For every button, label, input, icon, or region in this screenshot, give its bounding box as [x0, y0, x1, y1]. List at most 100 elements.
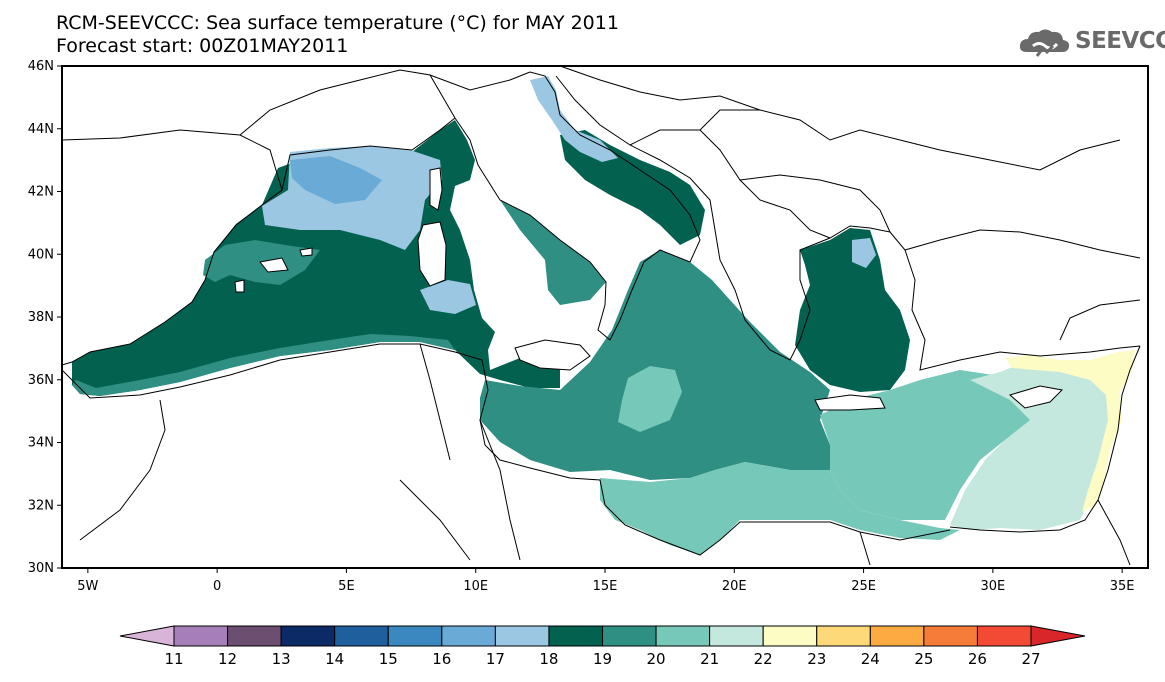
corsica: [429, 167, 443, 211]
colorbar-label: 26: [968, 650, 987, 668]
cloud-icon: [1019, 29, 1070, 57]
north-adriatic-18: [530, 76, 618, 162]
colorbar-label: 23: [807, 650, 826, 668]
colorbar-label: 27: [1021, 650, 1040, 668]
sardinia: [417, 221, 447, 287]
tyrrhenian-18-patch: [420, 280, 476, 314]
colorbar-swatch: [387, 625, 443, 647]
colorbar-label: 22: [754, 650, 773, 668]
ibiza: [234, 279, 245, 293]
border-tunisia-libya: [479, 419, 521, 561]
colorbar-label: 21: [700, 650, 719, 668]
lat-tick-label: 34N: [28, 436, 54, 451]
colorbar-swatch: [816, 625, 871, 647]
lon-tick-label: 30E: [980, 579, 1005, 594]
cyprus: [1008, 385, 1064, 409]
sst-field: [72, 76, 1135, 555]
colorbar-label: 18: [539, 650, 558, 668]
lat-tick-label: 36N: [28, 373, 54, 388]
border-algeria-tunisia: [419, 343, 451, 461]
colorbar-swatch: [655, 625, 711, 647]
colorbar-label: 13: [272, 650, 291, 668]
aegean-19: [795, 228, 910, 392]
lon-tick-label: 5E: [338, 579, 355, 594]
colorbar-label: 24: [861, 650, 880, 668]
lon-tick-label: 35E: [1110, 579, 1135, 594]
colorbar-swatch: [227, 625, 282, 647]
colorbar-swatch: [334, 625, 389, 647]
balkan-coast: [555, 75, 1141, 371]
colorbar-swatch: [709, 625, 764, 647]
map-title: RCM-SEEVCCC: Sea surface temperature (°C…: [56, 12, 619, 34]
border-balkans-2: [699, 109, 760, 131]
lat-tick-label: 46N: [28, 59, 54, 74]
lat-tick-label: 30N: [28, 561, 54, 576]
africa-coast: [61, 343, 951, 556]
colorbar-swatch: [602, 625, 657, 647]
france-coast: [281, 117, 456, 191]
seevccc-logo: SEEVCCC: [1017, 26, 1165, 58]
colorbar-swatch: [923, 625, 978, 647]
colorbar-swatch: [173, 625, 229, 647]
colorbar-label: 20: [647, 650, 666, 668]
lat-tick-label: 44N: [28, 122, 54, 137]
levantine-22: [950, 360, 1120, 530]
logo-text: SEEVCCC: [1075, 28, 1165, 54]
colorbar-arrow-low: [119, 625, 175, 647]
colorbar-swatch: [762, 625, 818, 647]
lat-tick-label: 38N: [28, 310, 54, 325]
lat-tick-label: 42N: [28, 185, 54, 200]
colorbar-swatch: [548, 625, 603, 647]
colorbar-swatch: [441, 625, 496, 647]
colorbar-label: 14: [325, 650, 344, 668]
lon-tick-label: 0: [213, 579, 221, 594]
colorbar-arrow-high: [1030, 625, 1086, 647]
colorbar-swatch: [494, 625, 550, 647]
lat-tick-label: 32N: [28, 498, 54, 513]
menorca: [299, 247, 313, 257]
border-balkans-3: [739, 174, 891, 233]
colorbar-swatch: [280, 625, 336, 647]
ionian-21-patch: [618, 366, 682, 432]
ionian-20: [480, 250, 830, 480]
lon-tick-label: 5W: [77, 579, 98, 594]
lon-tick-label: 10E: [463, 579, 488, 594]
lon-tick-label: 15E: [593, 579, 618, 594]
lon-tick-label: 20E: [722, 579, 747, 594]
coastlines-and-borders: [61, 65, 1141, 566]
colorbar-label: 19: [593, 650, 612, 668]
latitude-axis: 46N 44N 42N 40N 38N 36N 34N 32N 30N: [28, 59, 62, 576]
levantine-coast-23: [1005, 350, 1135, 512]
alboran-20: [72, 334, 455, 396]
colorbar-label: 17: [486, 650, 505, 668]
border-algeria-south: [399, 479, 471, 561]
italy-coast: [454, 71, 701, 341]
border-alps: [429, 71, 531, 91]
lat-tick-label: 40N: [28, 247, 54, 262]
border-turkey: [904, 229, 1141, 259]
mallorca: [259, 257, 289, 273]
iberia-coast: [61, 129, 283, 366]
border-egypt-israel: [1097, 499, 1131, 566]
colorbar-label: 15: [379, 650, 398, 668]
colorbar-label: 11: [164, 650, 183, 668]
colorbar: 11 12 13 14 15 16 17 18 19 20 21 22 23 24 25 26 27: [119, 625, 1086, 668]
colorbar-swatch: [869, 625, 925, 647]
border-france-spain: [239, 69, 456, 136]
longitude-axis: 5W 0 5E 10E 15E 20E 25E 30E 35E: [77, 568, 1135, 594]
lon-tick-label: 25E: [851, 579, 876, 594]
colorbar-swatch: [976, 625, 1032, 647]
north-aegean-18: [852, 238, 876, 268]
colorbar-label: 16: [432, 650, 451, 668]
border-turkey-syria: [1059, 299, 1141, 341]
gulf-of-lion-17: [290, 156, 382, 204]
crete: [814, 394, 886, 411]
sicily: [514, 339, 591, 371]
border-libya-egypt: [859, 531, 871, 566]
border-morocco-algeria: [79, 399, 166, 541]
colorbar-label: 12: [218, 650, 237, 668]
tyrrhenian-20: [500, 200, 606, 305]
forecast-start-label: Forecast start: 00Z01MAY2011: [56, 35, 349, 57]
border-central-europe: [559, 65, 1121, 171]
land-masses: [234, 167, 1064, 411]
